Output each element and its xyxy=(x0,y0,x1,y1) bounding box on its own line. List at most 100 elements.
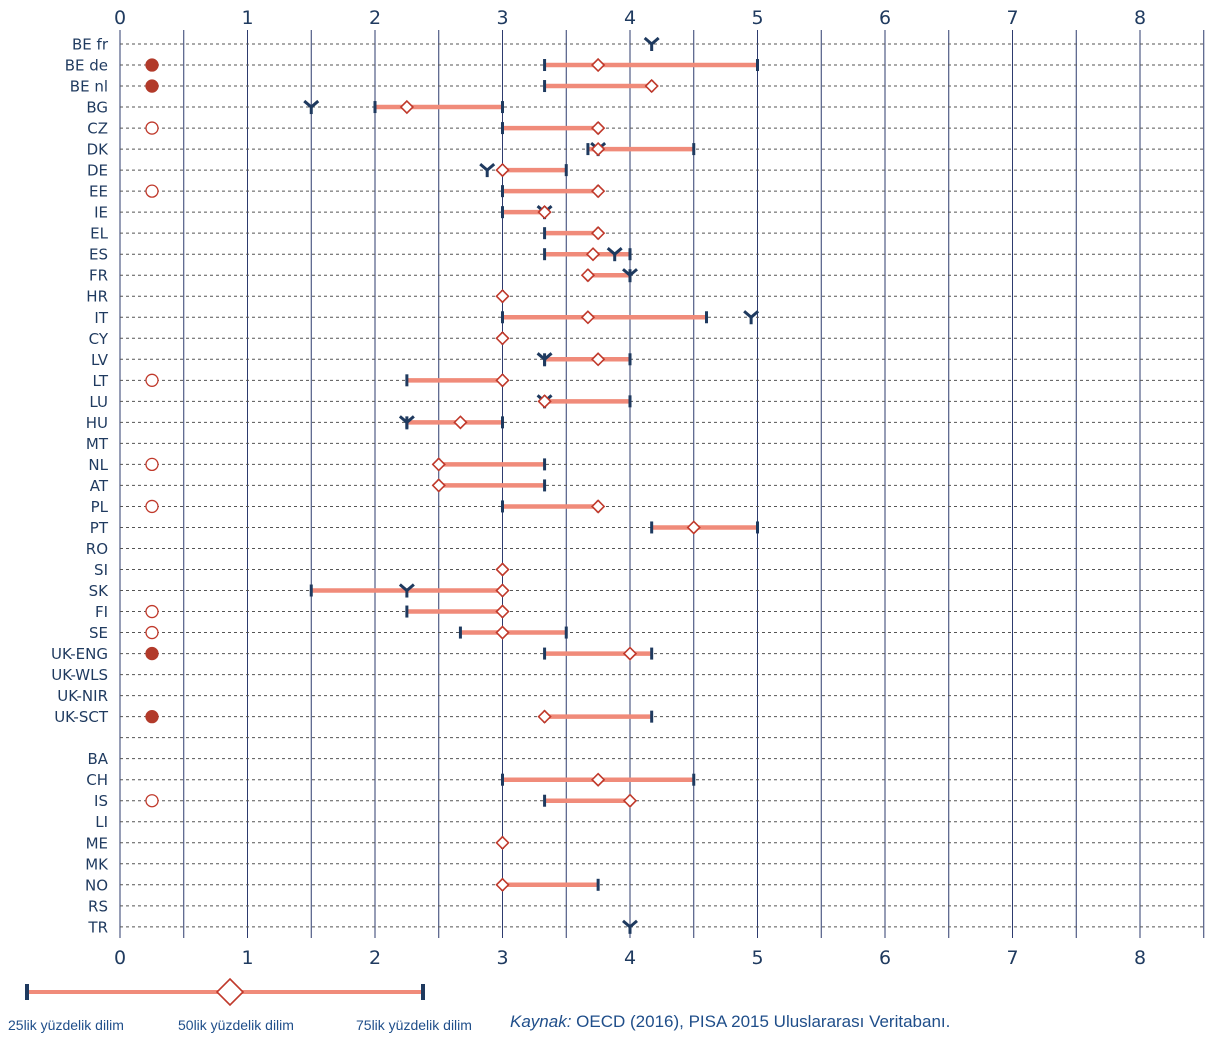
row-circle-marker xyxy=(145,604,159,619)
row-circle-marker xyxy=(145,121,159,135)
chart-marks xyxy=(145,36,760,934)
category-label: AT xyxy=(90,477,109,495)
category-label: CY xyxy=(89,330,109,348)
median-diamond xyxy=(590,184,606,199)
category-label: ME xyxy=(86,834,108,852)
category-label: BE fr xyxy=(72,36,109,54)
category-label: IE xyxy=(94,204,108,222)
pisa-marker xyxy=(622,268,638,283)
category-label: LV xyxy=(91,351,109,369)
x-tick-label-bottom: 4 xyxy=(624,947,636,969)
x-tick-label-top: 4 xyxy=(624,7,636,29)
category-label: HR xyxy=(86,288,108,306)
row-circle-marker xyxy=(145,58,159,72)
category-label: BA xyxy=(87,750,108,768)
median-diamond xyxy=(590,352,606,367)
pisa-marker-arms xyxy=(643,36,660,46)
median-diamond xyxy=(580,310,596,325)
median-diamond xyxy=(495,877,510,892)
category-label: FI xyxy=(95,603,108,621)
pisa-marker xyxy=(643,36,660,51)
source-prefix: Kaynak: xyxy=(510,1012,572,1031)
category-label: PL xyxy=(91,498,109,516)
x-tick-label-bottom: 5 xyxy=(751,947,763,969)
category-label: CZ xyxy=(87,120,108,138)
category-label: BE de xyxy=(65,57,108,75)
median-diamond xyxy=(686,520,701,535)
median-diamond xyxy=(580,268,596,283)
category-label: TR xyxy=(87,918,108,936)
category-label: SI xyxy=(94,561,108,579)
category-label: ES xyxy=(89,246,108,264)
category-labels: BE fr BE de BE nl BG CZ DK DE EE IE EL ES FR HR IT CY L… xyxy=(51,36,109,937)
category-label: SE xyxy=(89,624,108,642)
pisa-marker-arms xyxy=(743,310,760,320)
category-label: EL xyxy=(90,225,108,243)
x-tick-label-bottom: 2 xyxy=(369,947,381,969)
category-label: EE xyxy=(89,183,108,201)
legend-p50-label: 50lik yüzdelik dilim xyxy=(178,1017,294,1033)
median-diamond xyxy=(399,99,415,115)
median-diamond xyxy=(585,247,601,262)
median-diamond xyxy=(590,499,606,514)
category-label: LU xyxy=(89,393,108,411)
x-tick-label-top: 8 xyxy=(1134,7,1146,29)
category-label: UK-SCT xyxy=(54,708,109,726)
row-circle-marker xyxy=(145,184,159,198)
category-label: RO xyxy=(86,540,108,558)
category-label: UK-WLS xyxy=(51,666,108,684)
median-diamond xyxy=(590,57,606,73)
median-diamond xyxy=(590,141,606,157)
row-circle-marker xyxy=(145,79,159,93)
category-label: CH xyxy=(86,771,108,789)
source-text: OECD (2016), PISA 2015 Uluslararası Veri… xyxy=(576,1012,951,1031)
category-label: DK xyxy=(87,141,110,159)
median-diamond xyxy=(590,226,606,241)
pisa-marker-arms xyxy=(479,162,496,173)
median-diamond xyxy=(431,457,446,472)
median-diamond xyxy=(495,162,510,178)
row-circle-marker xyxy=(145,709,159,724)
x-tick-label-bottom: 1 xyxy=(241,947,253,969)
pisa-marker xyxy=(303,99,320,115)
category-label: FR xyxy=(89,267,108,285)
category-label: MK xyxy=(85,855,109,873)
x-tick-label-bottom: 6 xyxy=(879,947,891,969)
legend-median-diamond xyxy=(215,977,245,1007)
median-diamond xyxy=(495,331,510,346)
x-axis-ticks: 0 0 1 1 2 2 3 3 4 4 5 5 6 6 7 7 8 8 xyxy=(114,7,1146,969)
category-label: IT xyxy=(94,309,108,327)
median-diamond xyxy=(431,478,446,493)
median-diamond xyxy=(537,205,552,220)
median-diamond xyxy=(495,373,510,388)
category-label: DE xyxy=(87,162,108,180)
category-label: HU xyxy=(86,414,108,432)
gridlines xyxy=(119,30,1205,938)
row-circle-marker xyxy=(145,499,159,514)
row-circle-marker xyxy=(145,373,159,387)
category-label: PT xyxy=(90,519,109,537)
category-label: MT xyxy=(86,435,109,453)
median-diamond xyxy=(590,772,606,787)
median-diamond xyxy=(622,793,638,808)
pisa-marker xyxy=(479,162,496,178)
x-tick-label-bottom: 3 xyxy=(496,947,508,969)
category-label: RS xyxy=(88,897,108,915)
x-tick-label-top: 1 xyxy=(241,7,253,29)
pisa-marker xyxy=(536,352,553,367)
x-tick-label-bottom: 8 xyxy=(1134,947,1146,969)
x-tick-label-top: 6 xyxy=(879,7,891,29)
median-diamond xyxy=(590,120,606,136)
category-label: LI xyxy=(95,813,108,831)
pisa-marker xyxy=(606,247,623,262)
row-circle-marker xyxy=(145,646,159,661)
row-circle-marker xyxy=(145,794,159,808)
median-diamond xyxy=(495,604,510,619)
pisa-marker xyxy=(622,919,638,934)
x-tick-label-top: 3 xyxy=(496,7,508,29)
category-label: LT xyxy=(93,372,109,390)
median-diamond xyxy=(644,78,659,94)
category-label: BE nl xyxy=(70,78,108,96)
row-circle-marker xyxy=(145,457,159,472)
legend-p75-label: 75lik yüzdelik dilim xyxy=(356,1017,472,1033)
